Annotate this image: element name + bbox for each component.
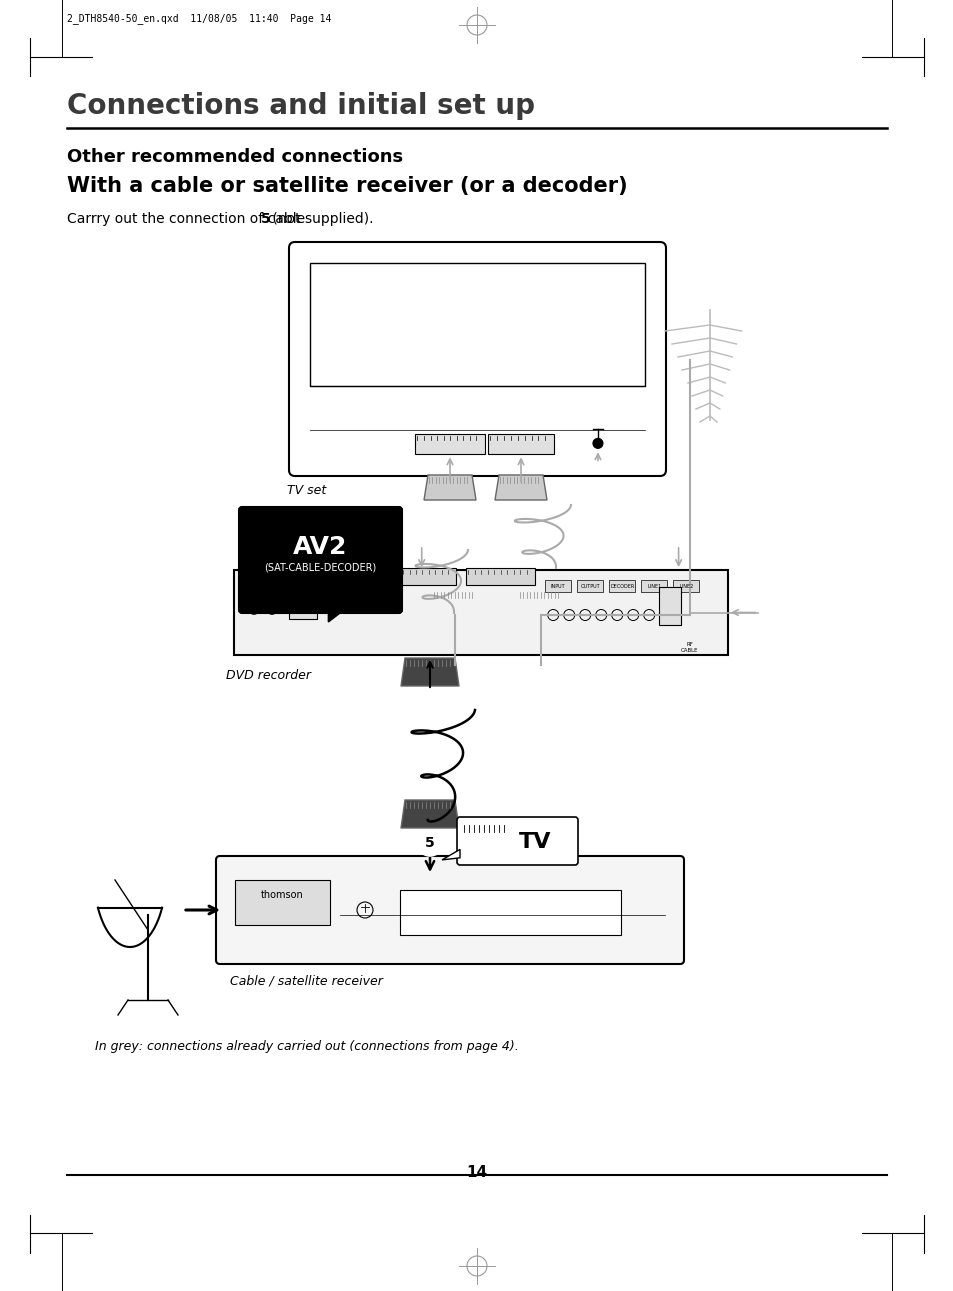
Text: LINE1: LINE1: [646, 584, 660, 589]
Text: Cable / satellite receiver: Cable / satellite receiver: [230, 973, 382, 988]
Bar: [673, 580, 699, 593]
Polygon shape: [495, 475, 546, 500]
Polygon shape: [429, 590, 480, 615]
Text: INPUT: INPUT: [550, 584, 565, 589]
Bar: [310, 263, 644, 386]
Polygon shape: [423, 475, 476, 500]
Polygon shape: [441, 849, 459, 860]
Bar: [399, 889, 620, 935]
Circle shape: [593, 439, 602, 448]
Polygon shape: [400, 800, 458, 828]
Text: (not supplied).: (not supplied).: [268, 212, 374, 226]
Text: With a cable or satellite receiver (or a decoder): With a cable or satellite receiver (or a…: [67, 176, 627, 196]
Text: OUTPUT: OUTPUT: [579, 584, 599, 589]
FancyBboxPatch shape: [289, 241, 665, 476]
Bar: [488, 435, 554, 454]
FancyBboxPatch shape: [239, 507, 401, 613]
Text: DECODER: DECODER: [610, 584, 634, 589]
Text: thomson: thomson: [260, 889, 303, 900]
Text: (SAT-CABLE-DECODER): (SAT-CABLE-DECODER): [264, 562, 376, 572]
Circle shape: [416, 830, 442, 856]
Bar: [577, 580, 602, 593]
Bar: [382, 568, 456, 585]
Text: In grey: connections already carried out (connections from page 4).: In grey: connections already carried out…: [95, 1041, 518, 1053]
Text: DVD recorder: DVD recorder: [226, 669, 311, 682]
Bar: [415, 435, 484, 454]
Polygon shape: [328, 611, 344, 622]
Bar: [609, 580, 635, 593]
FancyBboxPatch shape: [215, 856, 683, 964]
Bar: [545, 580, 571, 593]
Text: 5: 5: [425, 837, 435, 849]
Bar: [289, 602, 316, 620]
Bar: [233, 571, 727, 655]
Bar: [234, 880, 330, 924]
Text: TV set: TV set: [287, 484, 326, 497]
Text: Connections and initial set up: Connections and initial set up: [67, 92, 535, 120]
Bar: [659, 587, 680, 625]
Text: 2_DTH8540-50_en.qxd  11/08/05  11:40  Page 14: 2_DTH8540-50_en.qxd 11/08/05 11:40 Page …: [67, 13, 331, 25]
Bar: [466, 568, 535, 585]
Text: 14: 14: [466, 1164, 487, 1180]
Polygon shape: [400, 658, 458, 686]
Text: TV: TV: [518, 831, 551, 852]
Text: Carrry out the connection of cable: Carrry out the connection of cable: [67, 212, 309, 226]
Text: LINE2: LINE2: [679, 584, 693, 589]
Text: AV2: AV2: [293, 534, 347, 559]
Text: 5: 5: [261, 212, 271, 226]
Text: RF
CABLE: RF CABLE: [680, 642, 698, 653]
Bar: [640, 580, 666, 593]
Polygon shape: [515, 590, 566, 615]
Text: Other recommended connections: Other recommended connections: [67, 148, 403, 167]
FancyBboxPatch shape: [456, 817, 578, 865]
